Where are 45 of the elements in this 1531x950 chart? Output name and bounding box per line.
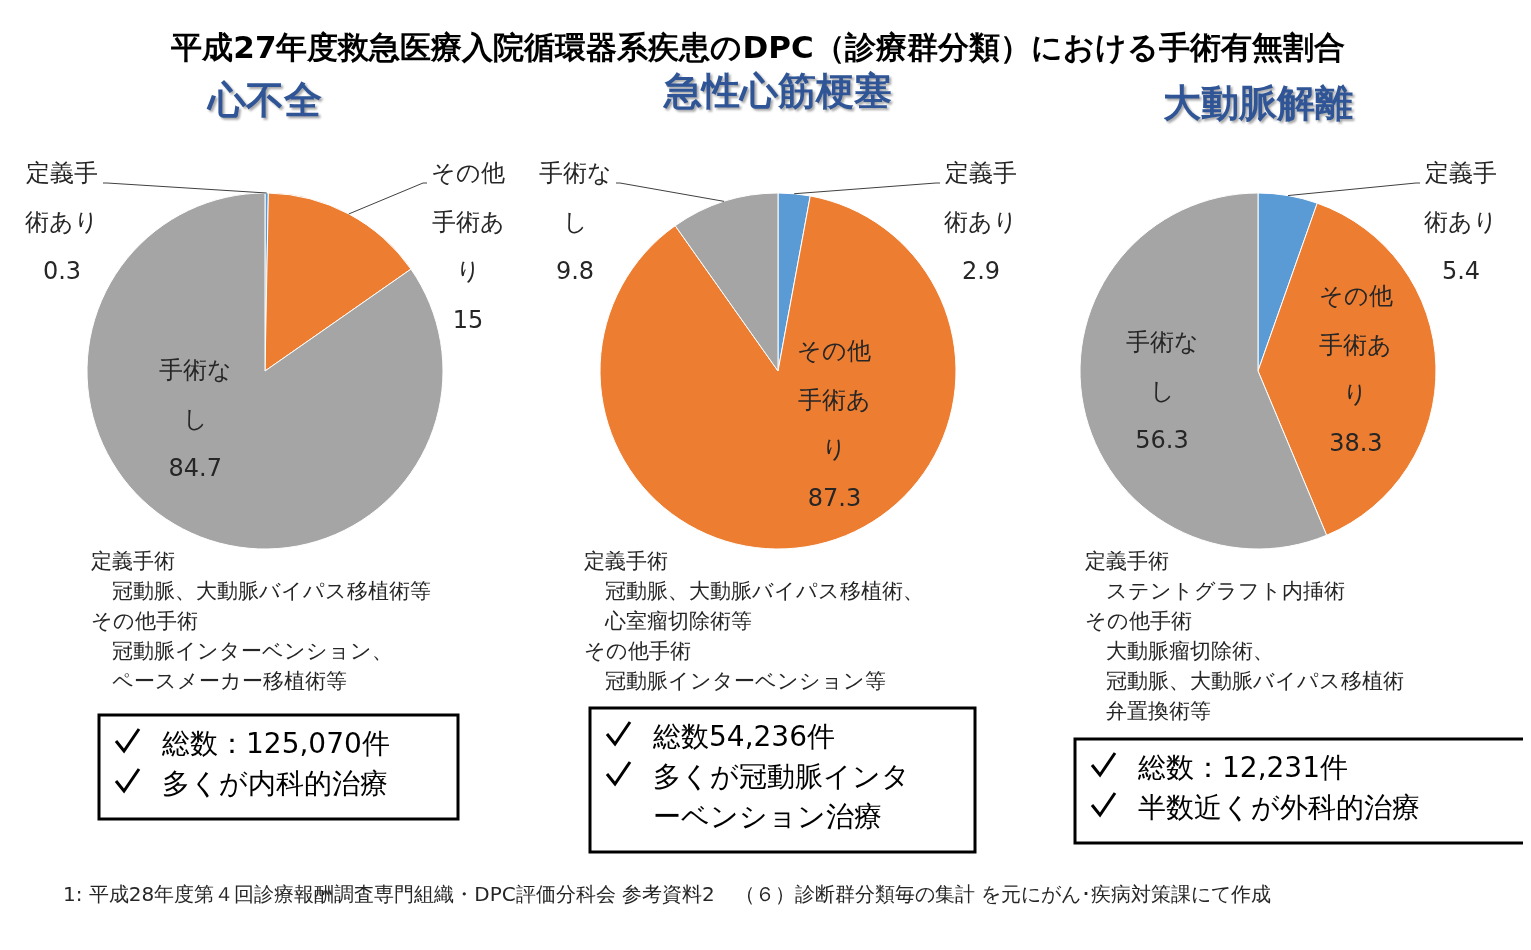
slice-label: 定義手術あり: [25, 159, 99, 236]
chart-title: 急性心筋梗塞: [662, 69, 892, 113]
text: 冠動脈、大動脈バイパス移植術、: [584, 579, 924, 603]
text: 定義手術: [584, 549, 668, 573]
slice-label: 手術なし: [538, 159, 612, 236]
slice-label: 手術なし: [1125, 328, 1199, 406]
slice-label: 手術なし: [158, 356, 232, 434]
slice-label: その他手術あり: [431, 159, 505, 285]
data-label: 0.3: [42, 257, 82, 285]
text: 弁置換術等: [1085, 699, 1211, 723]
data-label: 38.3: [1329, 428, 1383, 457]
text: その他手術: [91, 609, 198, 633]
text: 冠動脈、大動脈バイパス移植術等: [91, 579, 431, 603]
text: 定義手術: [91, 549, 175, 573]
text: ペースメーカー移植術等: [91, 669, 347, 693]
chart-title: 心不全: [206, 78, 322, 122]
data-label: 87.3: [807, 483, 862, 512]
data-label: 56.3: [1135, 426, 1189, 455]
text: 大動脈瘤切除術、: [1085, 639, 1274, 663]
data-label: 5.4: [1441, 257, 1481, 285]
text: 冠動脈、大動脈バイパス移植術: [1085, 669, 1404, 693]
text: 冠動脈インターベンション、: [91, 639, 393, 663]
text: 半数近くが外科的治療: [1138, 791, 1420, 824]
text: その他手術: [584, 639, 691, 663]
text: 冠動脈インターベンション等: [584, 669, 886, 693]
slice-label: 定義手術あり: [944, 159, 1018, 236]
text: 定義手術: [1085, 549, 1169, 573]
slice-label: その他手術あり: [1318, 281, 1393, 408]
text: 総数：125,070件: [161, 727, 390, 760]
text: 多くが内科的治療: [162, 767, 388, 800]
slice-label: その他手術あり: [797, 336, 872, 463]
text: その他手術: [1085, 609, 1192, 633]
chart-title: 大動脈解離: [1163, 81, 1353, 125]
text: 多くが冠動脈インターベンション治療: [653, 760, 910, 833]
text: 1: 平成28年度第４回診療報酬調査専門組織・DPC評価分科会 参考資料2 （６）診断群分類毎の集計 を元にがん･疾病対策課にて作成: [63, 882, 1272, 906]
text: 総数54,236件: [652, 720, 835, 753]
text: 平成27年度救急医療入院循環器系疾患のDPC（診療群分類）における手術有無割合: [170, 29, 1345, 65]
data-label: 15: [452, 306, 484, 334]
data-label: 2.9: [961, 257, 1001, 285]
data-label: 84.7: [168, 454, 223, 483]
text: ステントグラフト内挿術: [1085, 579, 1345, 603]
text: 総数：12,231件: [1137, 751, 1348, 784]
data-label: 9.8: [555, 257, 595, 285]
text: 心室瘤切除術等: [584, 609, 752, 633]
slice-label: 定義手術あり: [1424, 159, 1498, 236]
